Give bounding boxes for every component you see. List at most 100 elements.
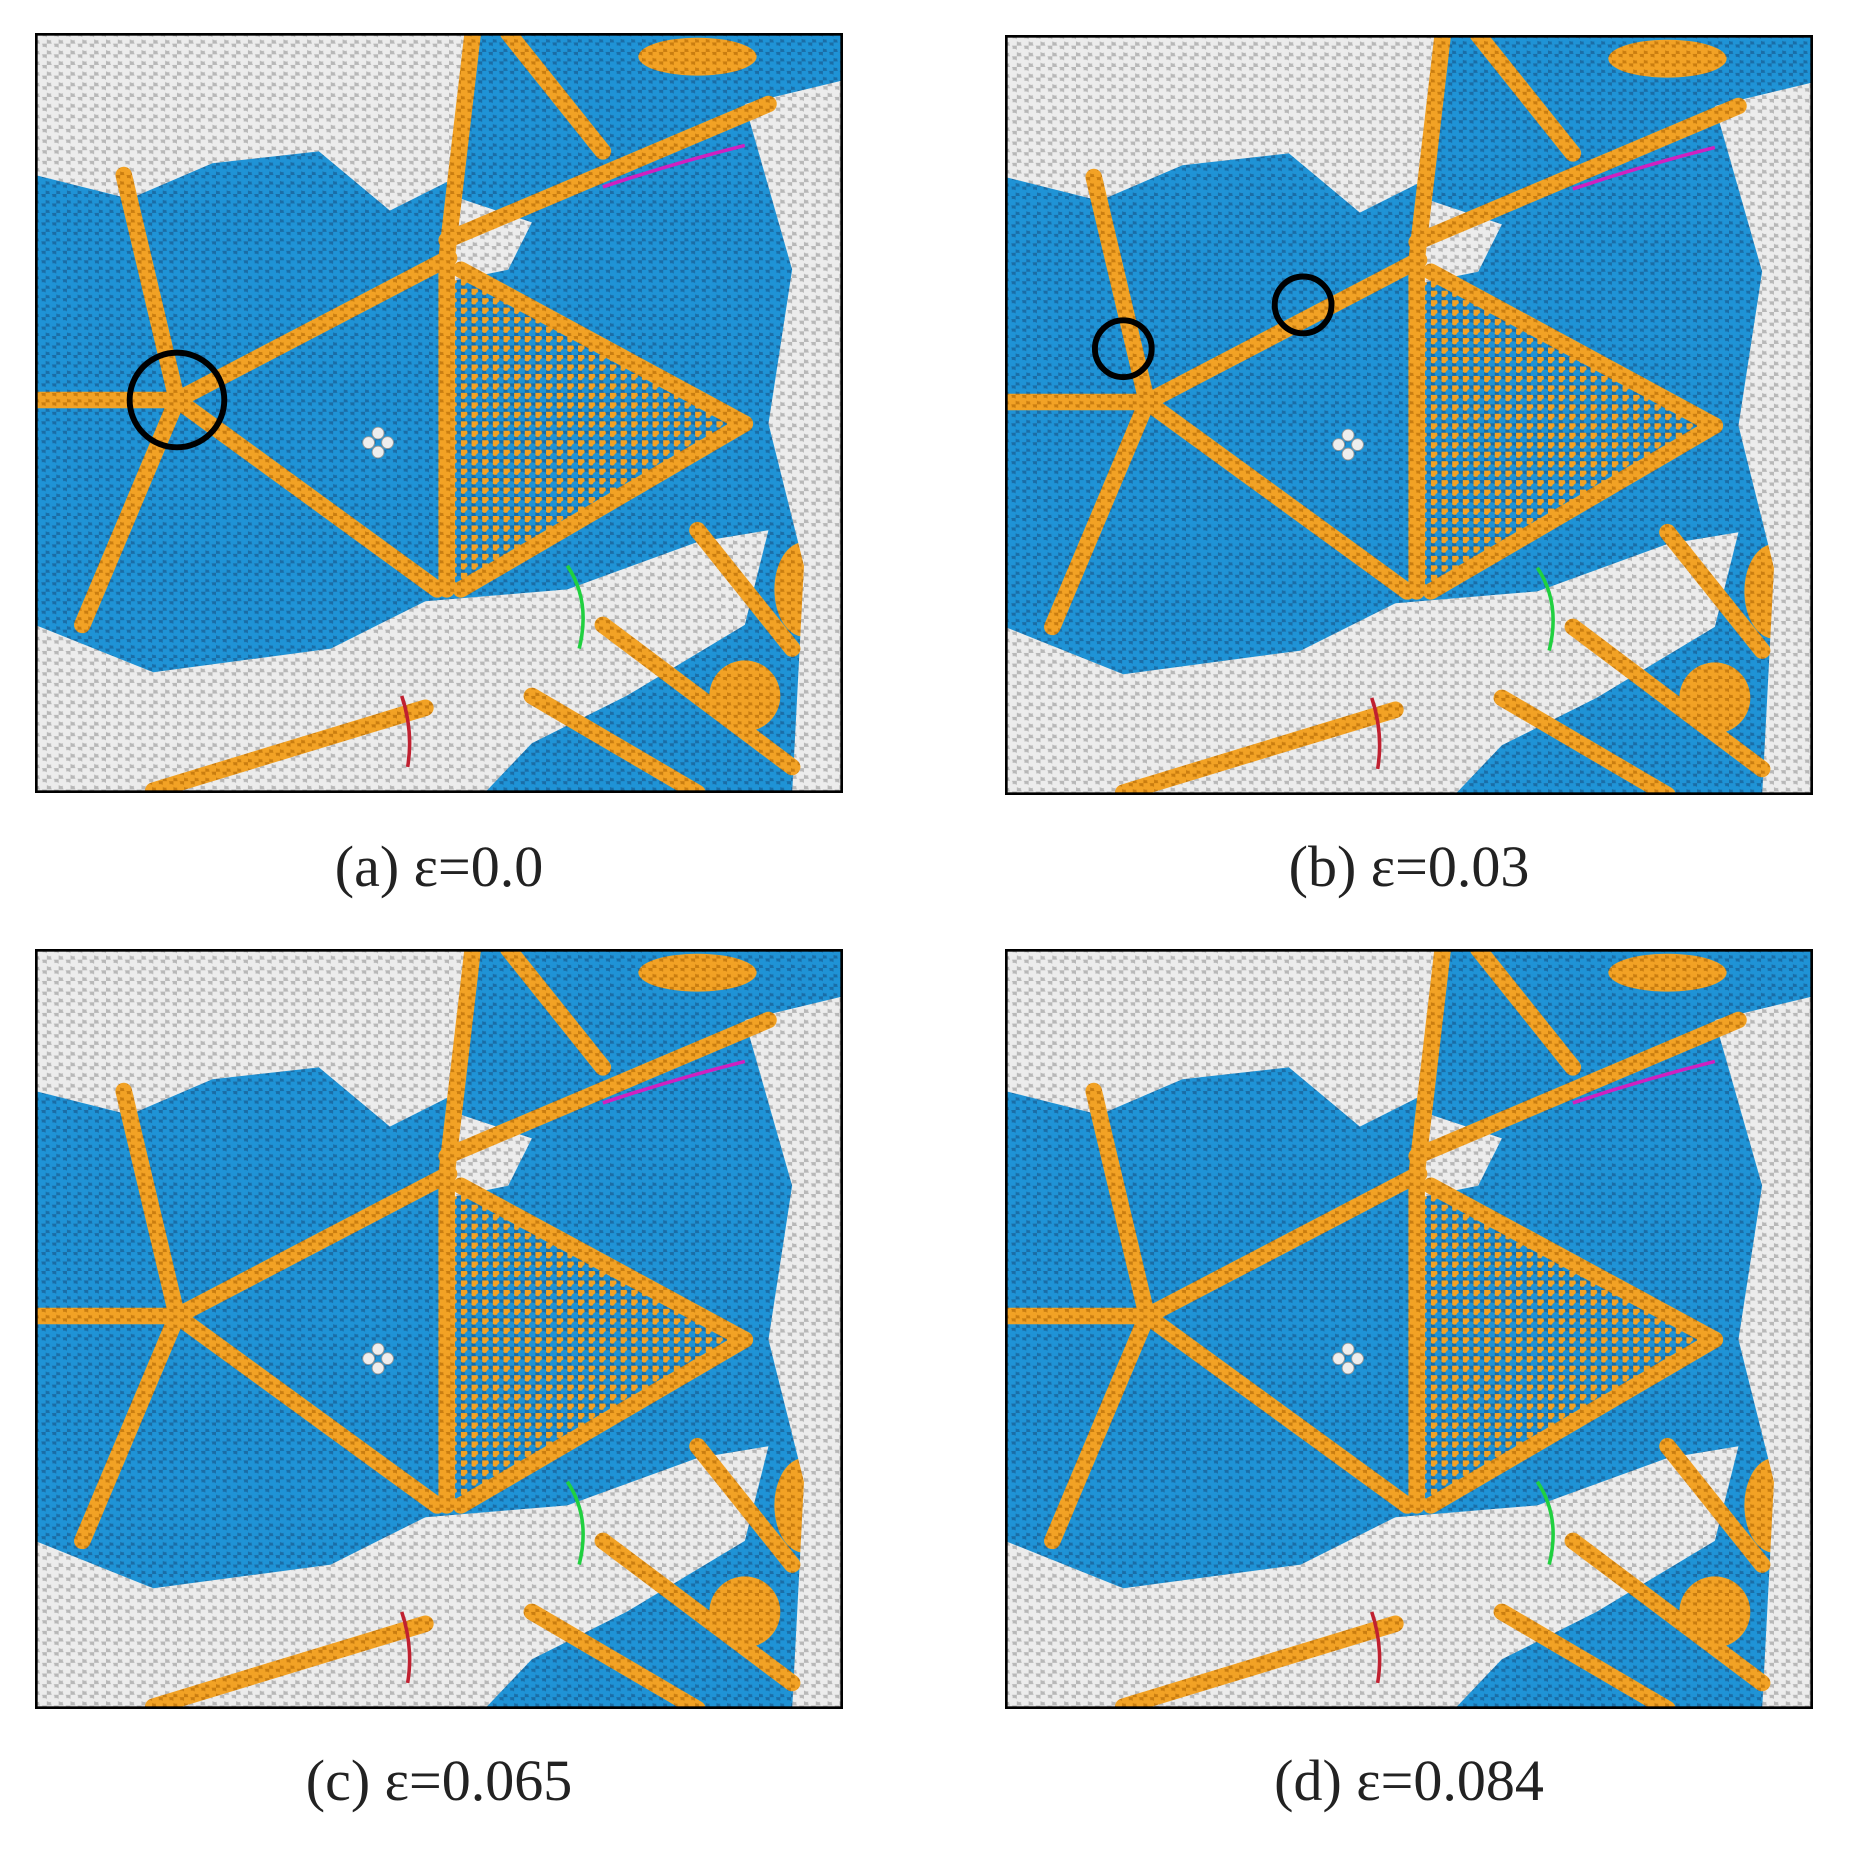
grain-boundary xyxy=(1659,523,1771,659)
grain-boundary xyxy=(1408,949,1451,1183)
vacancy-atom xyxy=(1351,438,1364,451)
snapshot-d xyxy=(1005,949,1813,1709)
vacancy-atom xyxy=(381,1352,394,1365)
grain-boundary xyxy=(1564,618,1771,778)
dislocation-line xyxy=(1572,145,1716,191)
orange-patch xyxy=(1608,39,1727,78)
grain-boundary xyxy=(452,261,754,432)
orange-patch xyxy=(638,37,757,76)
grain-boundary xyxy=(452,1177,754,1348)
mixed-grain xyxy=(449,1185,745,1506)
snapshot-c xyxy=(35,949,843,1709)
frame xyxy=(35,949,843,1709)
dislocation-line xyxy=(602,1059,746,1105)
grain-boundary xyxy=(1085,1082,1156,1325)
disordered-region xyxy=(1005,949,1443,1127)
grain-boundary xyxy=(168,1165,458,1325)
disordered-region xyxy=(35,33,473,211)
grain-boundary xyxy=(523,687,706,793)
dislocation-line xyxy=(1370,1611,1382,1684)
grain-boundary xyxy=(1408,35,1451,269)
grain-boundary xyxy=(145,699,434,793)
frame xyxy=(1005,949,1813,1709)
grain-boundary xyxy=(594,1532,801,1692)
highlight-ring xyxy=(126,349,228,451)
grain-boundary xyxy=(1422,263,1724,434)
vacancy-atom xyxy=(1341,1361,1355,1375)
vacancy-atom xyxy=(371,426,385,440)
grain-boundary xyxy=(1138,1307,1416,1514)
grain-boundary xyxy=(523,1603,706,1709)
vacancy-atom xyxy=(362,1352,375,1365)
grain-boundary xyxy=(1493,689,1676,795)
dislocation-line xyxy=(1572,1059,1716,1105)
highlight-ring xyxy=(1091,317,1155,381)
vacancy-atom xyxy=(1332,438,1345,451)
grain-boundary xyxy=(499,33,612,160)
mixed-grain xyxy=(449,269,745,590)
grain-boundary xyxy=(1115,701,1404,795)
orange-patch xyxy=(1608,953,1727,992)
snapshot-b xyxy=(1005,35,1813,795)
disordered-region xyxy=(35,949,473,1127)
disordered-region xyxy=(1714,996,1813,1709)
grain-boundary xyxy=(452,1331,754,1514)
grain-boundary xyxy=(1085,168,1156,411)
mixed-grain xyxy=(1419,271,1715,592)
dislocation-line xyxy=(400,695,412,768)
vacancy-atom xyxy=(1332,1352,1345,1365)
vacancy-atom xyxy=(371,1342,385,1356)
dislocation-line xyxy=(565,564,585,650)
caption: (a) ε=0.0 xyxy=(334,834,544,899)
dislocation-line xyxy=(602,143,746,189)
grain-boundary xyxy=(689,521,801,657)
vacancy-atom xyxy=(362,436,375,449)
grain-boundary xyxy=(1044,393,1156,636)
disordered-region xyxy=(1714,82,1813,795)
dislocation-line xyxy=(1535,1480,1555,1566)
grain-boundary xyxy=(594,616,801,776)
grain-boundary xyxy=(115,166,186,409)
disordered-region xyxy=(35,530,769,793)
disordered-region xyxy=(744,996,843,1709)
orange-patch xyxy=(638,953,757,992)
mixed-grain xyxy=(1419,1185,1715,1506)
grain-boundary xyxy=(1138,251,1428,411)
disordered-region xyxy=(1005,532,1739,795)
grain-boundary xyxy=(689,1437,801,1573)
caption: (c) ε=0.065 xyxy=(305,1748,573,1813)
grain-boundary xyxy=(1138,393,1416,600)
dislocation-line xyxy=(1370,697,1382,770)
grain-boundary xyxy=(452,415,754,598)
grain-boundary xyxy=(438,33,481,267)
vacancy-atom xyxy=(1341,447,1355,461)
grain-boundary xyxy=(74,1307,186,1550)
disordered-region xyxy=(35,1446,769,1709)
snapshot-a xyxy=(35,33,843,793)
grain-boundary xyxy=(115,1082,186,1325)
grain-boundary xyxy=(1115,1615,1404,1709)
frame xyxy=(1005,35,1813,795)
disordered-region xyxy=(1005,35,1443,213)
grain-boundary xyxy=(438,1011,777,1165)
grain-boundary xyxy=(1493,1603,1676,1709)
grain-boundary xyxy=(1422,417,1724,600)
grain-boundary xyxy=(168,1307,446,1514)
grain-boundary xyxy=(1044,1307,1156,1550)
grain-boundary xyxy=(168,391,446,598)
vacancy-atom xyxy=(371,445,385,459)
grain-boundary xyxy=(74,391,186,634)
grain-boundary xyxy=(1422,1177,1724,1348)
dislocation-line xyxy=(1535,566,1555,652)
grain-boundary xyxy=(168,249,458,409)
caption: (b) ε=0.03 xyxy=(1288,834,1530,899)
vacancy-atom xyxy=(381,436,394,449)
dislocation-line xyxy=(400,1611,412,1684)
grain-boundary xyxy=(1469,35,1582,162)
vacancy-atom xyxy=(1341,1342,1355,1356)
grain-boundary xyxy=(1422,1331,1724,1514)
dislocation-line xyxy=(565,1480,585,1566)
disordered-region xyxy=(744,80,843,793)
grain-boundary xyxy=(438,95,777,249)
grain-boundary xyxy=(1138,1165,1428,1325)
